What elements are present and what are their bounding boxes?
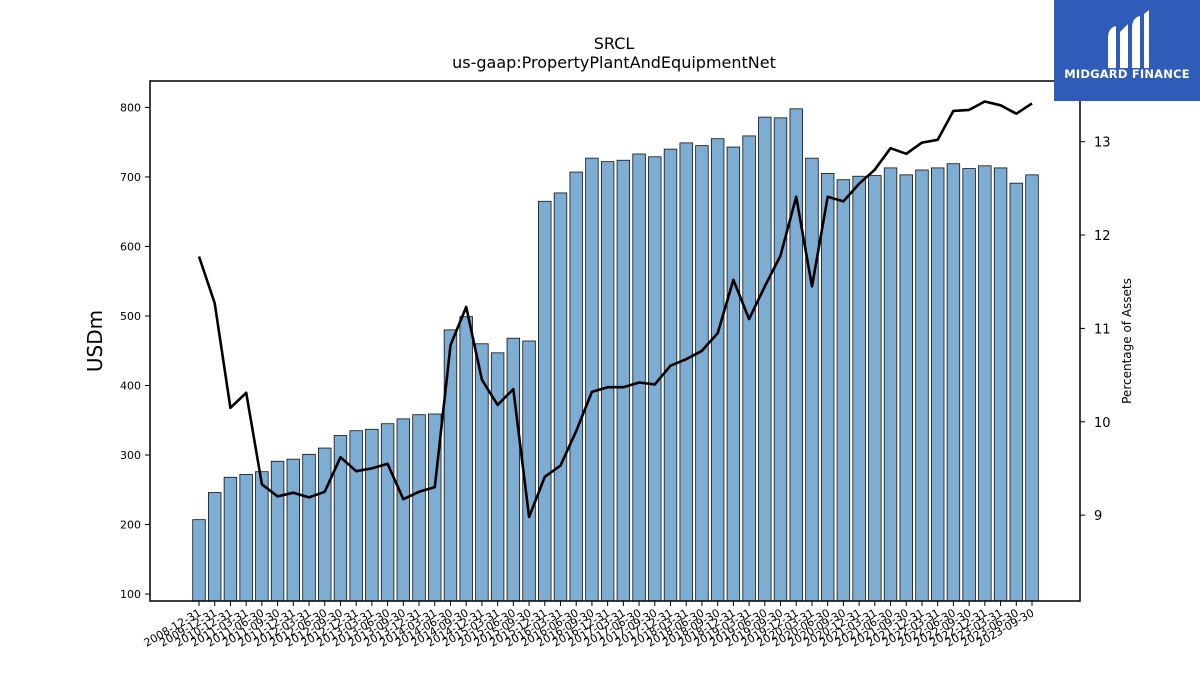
y-tick-label: 600 — [120, 240, 141, 253]
bar — [710, 138, 725, 602]
bar — [506, 337, 521, 602]
y2-axis-label: Percentage of Assets — [1120, 278, 1134, 404]
bar — [663, 148, 678, 602]
bar — [396, 418, 411, 602]
bar — [742, 135, 756, 602]
y2-tick-label: 13 — [1094, 136, 1111, 151]
bar — [695, 145, 709, 602]
bar — [632, 153, 646, 602]
bar — [490, 352, 505, 602]
logo-text: MIDGARD FINANCE — [1064, 67, 1190, 81]
bar — [208, 492, 222, 602]
bar — [852, 175, 866, 602]
bar — [978, 165, 992, 602]
bar — [993, 167, 1008, 602]
bar — [679, 142, 693, 602]
midgard-finance-logo: MIDGARD FINANCE — [1054, 0, 1200, 101]
bar — [553, 192, 568, 602]
bar — [758, 116, 772, 602]
bar — [585, 157, 599, 602]
bar — [899, 174, 913, 602]
chart-subtitle: us-gaap:PropertyPlantAndEquipmentNet — [452, 53, 776, 72]
bar — [962, 168, 976, 602]
bar — [302, 453, 316, 602]
bar — [915, 169, 929, 602]
x-axis: 2008-12-312009-12-312010-12-312011-03-31… — [142, 601, 1037, 650]
bar — [192, 519, 206, 602]
bar — [569, 171, 583, 602]
bar — [255, 471, 269, 602]
y-tick-label: 800 — [120, 101, 141, 114]
y2-tick-label: 12 — [1094, 229, 1111, 244]
y-tick-label: 300 — [120, 449, 141, 462]
bar — [286, 458, 301, 602]
y2-tick-label: 9 — [1094, 509, 1102, 524]
bar — [946, 163, 961, 602]
logo-mark-icon — [1108, 10, 1149, 68]
bar — [443, 329, 458, 602]
bar-series — [192, 108, 1039, 602]
y-tick-label: 100 — [120, 588, 141, 601]
line-series — [197, 100, 1033, 519]
bar — [1025, 174, 1039, 602]
y-tick-label: 500 — [120, 310, 141, 323]
bar — [318, 447, 332, 602]
y2-tick-label: 11 — [1094, 322, 1111, 337]
bar — [475, 343, 489, 602]
bar — [365, 428, 379, 602]
bar — [616, 159, 631, 602]
bar — [773, 117, 788, 602]
bar — [270, 460, 285, 602]
y-tick-label: 400 — [120, 379, 141, 392]
bar — [868, 175, 882, 602]
y2-tick-label: 10 — [1094, 416, 1111, 431]
bar — [820, 173, 835, 602]
bar — [380, 423, 395, 602]
bar — [883, 167, 898, 602]
bar — [239, 474, 253, 602]
bar — [1009, 182, 1023, 602]
bar — [538, 200, 552, 602]
bar — [789, 108, 803, 602]
right-axis: 9 10 11 12 13 — [1080, 136, 1111, 524]
bar — [836, 179, 851, 602]
y-tick-label: 200 — [120, 519, 141, 532]
bar — [930, 167, 945, 602]
bar — [805, 157, 819, 602]
bar — [349, 430, 363, 602]
bar — [600, 161, 615, 602]
bar — [412, 414, 426, 602]
chart-title: SRCL — [594, 34, 635, 53]
y-axis-label: USDm — [83, 310, 107, 372]
bar — [459, 316, 473, 602]
bar — [726, 146, 741, 602]
bar — [223, 476, 238, 602]
left-axis: 100 200 300 400 500 600 700 800 — [120, 101, 150, 601]
plot-frame — [149, 80, 1081, 602]
y-tick-label: 700 — [120, 171, 141, 184]
percentage-line — [197, 100, 1033, 519]
